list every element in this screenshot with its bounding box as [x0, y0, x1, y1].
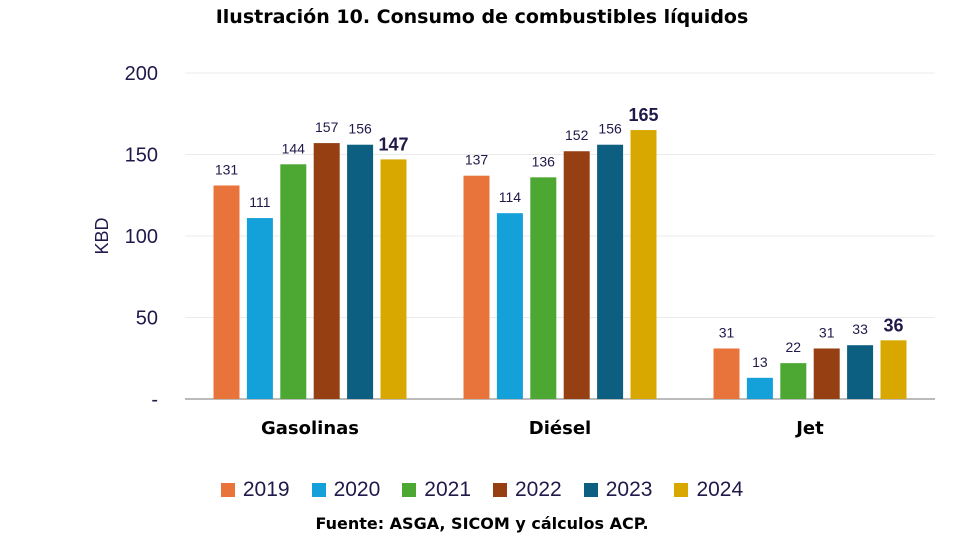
bar-2019-jet	[713, 348, 740, 399]
data-label: 157	[315, 119, 339, 135]
bar-2022-jet	[813, 348, 840, 399]
bar-2020-gasolinas	[246, 218, 273, 399]
legend-swatch	[220, 483, 235, 497]
y-tick-label: -	[151, 389, 158, 411]
data-label: 137	[465, 152, 489, 168]
data-label: 114	[499, 189, 522, 205]
data-label: 136	[532, 153, 556, 169]
bar-2019-gasolinas	[213, 185, 240, 399]
legend-swatch	[583, 483, 598, 497]
data-label: 111	[249, 194, 270, 210]
legend-label: 2020	[333, 478, 381, 501]
legend-item-2019: 2019	[220, 478, 290, 502]
legend-label: 2021	[424, 478, 471, 501]
bar-2021-gasolinas	[280, 164, 307, 399]
bar-2020-jet	[746, 377, 773, 399]
bar-2022-gasolinas	[313, 143, 340, 399]
bar-2020-diésel	[496, 213, 523, 399]
legend-swatch	[674, 483, 689, 497]
legend-label: 2024	[696, 478, 744, 501]
data-label: 13	[752, 354, 768, 370]
data-label: 165	[628, 105, 658, 125]
data-label: 22	[786, 339, 802, 355]
data-label: 156	[348, 121, 372, 137]
legend-swatch	[311, 483, 326, 497]
bar-2023-diésel	[597, 144, 624, 399]
y-tick-label: 100	[125, 226, 158, 248]
data-label: 131	[215, 161, 239, 177]
source-note: Fuente: ASGA, SICOM y cálculos ACP.	[315, 514, 649, 533]
legend-item-2022: 2022	[493, 478, 562, 502]
data-label: 144	[282, 140, 306, 156]
data-label: 31	[819, 324, 835, 340]
bar-2024-gasolinas	[380, 159, 407, 399]
x-tick-label: Jet	[794, 418, 824, 439]
x-tick-label: Diésel	[529, 418, 591, 439]
y-axis-label: KBD	[92, 217, 112, 254]
data-label: 36	[883, 315, 903, 335]
legend-item-2020: 2020	[311, 478, 381, 502]
bar-2024-jet	[880, 340, 907, 399]
x-tick-label: Gasolinas	[261, 418, 359, 439]
legend-label: 2019	[242, 478, 290, 501]
data-label: 156	[598, 121, 622, 137]
bar-2019-diésel	[463, 175, 490, 399]
bar-2021-jet	[780, 363, 807, 399]
bar-2023-jet	[847, 345, 874, 399]
data-label: 33	[852, 321, 868, 337]
legend-label: 2022	[515, 478, 562, 501]
bar-2021-diésel	[530, 177, 557, 399]
data-label: 147	[378, 134, 408, 154]
legend-swatch	[402, 483, 417, 497]
legend-item-2021: 2021	[402, 478, 471, 502]
chart-title: Ilustración 10. Consumo de combustibles …	[215, 6, 749, 28]
data-label: 152	[565, 127, 589, 143]
y-tick-label: 150	[125, 145, 158, 167]
legend-label: 2023	[605, 478, 653, 501]
bar-2024-diésel	[630, 130, 657, 400]
data-label: 31	[719, 324, 735, 340]
legend-swatch	[493, 483, 507, 497]
y-tick-label: 50	[136, 308, 158, 330]
y-tick-label: 200	[125, 63, 158, 85]
bar-2022-diésel	[563, 151, 590, 399]
bar-2023-gasolinas	[347, 144, 374, 399]
legend: 2019 2020 2021 2022 2023 2024	[0, 478, 964, 502]
legend-item-2023: 2023	[583, 478, 653, 502]
legend-item-2024: 2024	[674, 478, 743, 502]
